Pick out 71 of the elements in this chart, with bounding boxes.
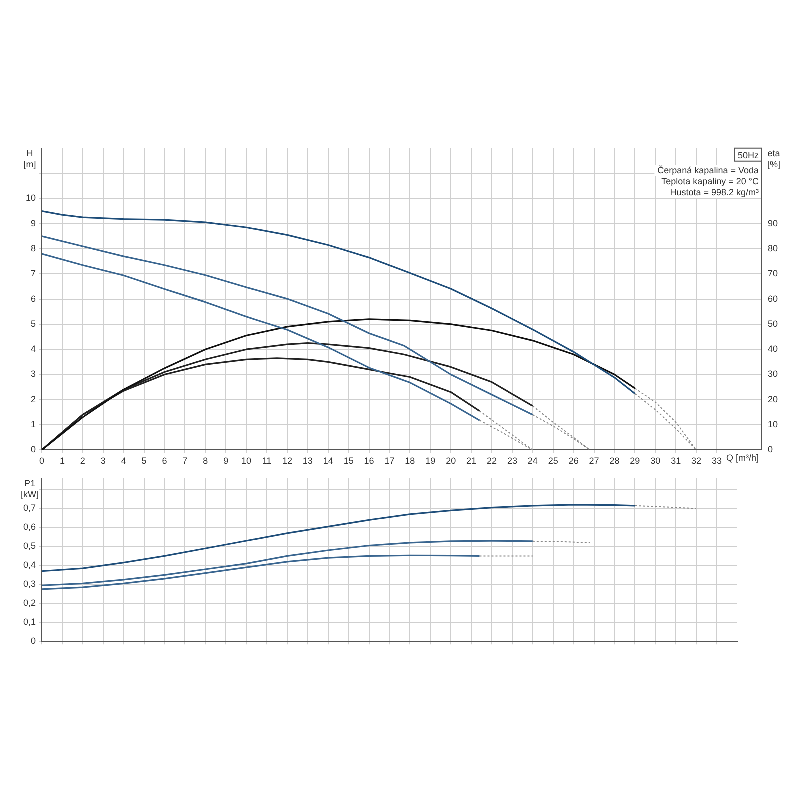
y-tick-label: 6	[30, 294, 36, 304]
y-tick-label: 9	[30, 218, 36, 228]
y-tick-label: 1	[30, 420, 36, 430]
y2-tick-label: 10	[768, 420, 778, 430]
y2-tick-label: 80	[768, 243, 778, 254]
x-tick-label: 5	[142, 456, 147, 466]
y2-tick-label: 30	[768, 369, 778, 380]
y-tick-label: 0,6	[23, 522, 36, 532]
y-tick-label: 0,3	[23, 579, 36, 590]
x-tick-label: 12	[282, 456, 292, 466]
y-tick-label: 4	[30, 344, 36, 354]
y2-tick-label: 50	[768, 318, 778, 329]
x-tick-label: 24	[528, 456, 538, 466]
x-tick-label: 11	[262, 456, 272, 466]
y2-tick-label: 90	[768, 218, 778, 228]
y2-tick-label: 20	[768, 394, 778, 404]
x-tick-label: 1	[60, 456, 65, 466]
x-tick-label: 15	[344, 456, 354, 466]
x-tick-label: 9	[224, 456, 229, 466]
x-tick-label: 33	[712, 456, 722, 466]
x-tick-label: 32	[692, 456, 702, 466]
x-tick-label: 21	[466, 456, 477, 466]
x-tick-label: 8	[203, 456, 208, 466]
x-tick-label: 2	[80, 456, 86, 466]
x-tick-label: 25	[548, 456, 558, 466]
x-tick-label: 17	[384, 456, 395, 466]
annotation: Čerpaná kapalina = Voda	[658, 165, 759, 176]
y-tick-label: 0,7	[23, 503, 36, 514]
x-tick-label: 6	[162, 456, 168, 466]
y-tick-label: 0,5	[23, 541, 36, 552]
annotation: Teplota kapaliny = 20 °C	[662, 176, 760, 186]
x-tick-label: 28	[610, 456, 620, 466]
y-tick-label: 0	[30, 444, 36, 455]
x-tick-label: 13	[302, 456, 313, 466]
y-tick-label: 0,1	[23, 617, 36, 628]
y-tick-label: 10	[26, 193, 36, 204]
y-tick-label: 3	[30, 369, 36, 380]
y2-tick-label: 60	[768, 294, 778, 304]
y-tick-label: 0	[30, 636, 36, 646]
x-tick-label: 4	[121, 456, 126, 466]
y-tick-label: 5	[30, 318, 36, 329]
y2-axis-title: eta [%]	[767, 148, 781, 170]
x-axis-title: Q [m³/h]	[726, 453, 759, 464]
x-tick-label: 19	[426, 456, 436, 466]
x-tick-label: 18	[405, 456, 416, 466]
x-tick-label: 23	[507, 456, 518, 466]
y-tick-label: 8	[30, 243, 36, 254]
x-tick-label: 7	[182, 456, 188, 466]
y2-tick-label: 70	[768, 268, 778, 279]
annotation: Hustota = 998.2 kg/m³	[670, 187, 759, 198]
y-tick-label: 2	[30, 394, 36, 404]
annotation: 50Hz	[738, 150, 760, 160]
x-tick-label: 31	[671, 456, 682, 466]
x-tick-label: 10	[242, 456, 252, 466]
y-axis-title: P1 [kW]	[21, 478, 39, 500]
x-tick-label: 27	[589, 456, 600, 466]
y-tick-label: 0,2	[23, 598, 36, 608]
x-tick-label: 30	[650, 456, 661, 466]
x-tick-label: 26	[568, 456, 579, 466]
y2-tick-label: 40	[768, 344, 778, 354]
x-tick-label: 22	[486, 456, 498, 466]
x-tick-label: 29	[630, 456, 640, 466]
x-tick-label: 16	[364, 456, 374, 466]
x-tick-label: 3	[100, 456, 106, 466]
x-tick-label: 0	[39, 456, 45, 466]
x-tick-label: 20	[446, 456, 456, 466]
y-tick-label: 7	[30, 268, 36, 279]
y-axis-title: H [m]	[24, 148, 36, 170]
y2-tick-label: 0	[768, 444, 774, 455]
y-tick-label: 0,4	[23, 560, 36, 570]
x-tick-label: 14	[323, 456, 334, 466]
